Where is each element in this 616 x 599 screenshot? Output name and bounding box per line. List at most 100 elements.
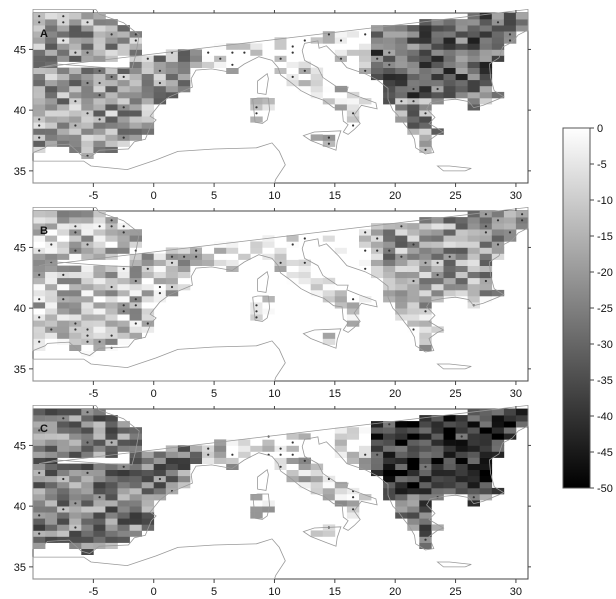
grid-cell: [407, 439, 420, 446]
grid-cell: [69, 481, 82, 489]
grid-cell: [407, 116, 420, 123]
grid-cell: [129, 79, 142, 87]
significance-dot: [134, 279, 137, 283]
significance-dot: [352, 508, 355, 511]
grid-cell: [383, 277, 396, 285]
grid-cell: [359, 37, 372, 44]
grid-cell: [250, 494, 263, 501]
grid-cell: [455, 445, 468, 452]
grid-cell: [117, 277, 130, 285]
grid-cell: [45, 223, 58, 230]
grid-cell: [479, 85, 493, 93]
grid-cell: [33, 326, 46, 333]
grid-cell: [250, 500, 263, 507]
grid-cell: [129, 259, 142, 266]
grid-cell: [455, 265, 468, 272]
grid-cell: [274, 247, 287, 254]
grid-cell: [129, 104, 142, 111]
grid-cell: [93, 277, 106, 285]
colorbar-tick-label: 0: [597, 123, 603, 135]
grid-cell: [129, 530, 142, 537]
grid-cell: [45, 494, 58, 501]
panel-a-label: A: [40, 28, 48, 40]
grid-cell: [419, 283, 432, 291]
grid-cell: [455, 25, 468, 32]
grid-cell: [455, 247, 468, 254]
significance-dot: [508, 39, 512, 42]
grid-cell: [141, 494, 155, 501]
grid-cell: [322, 283, 336, 291]
panel-b: B -5 0 5 10 15 20 25 30 35 40 45: [14, 206, 531, 400]
significance-dot: [62, 39, 65, 42]
grid-cell: [395, 463, 408, 470]
coastline: [257, 469, 269, 491]
significance-dot: [110, 33, 113, 36]
grid-cell: [431, 463, 444, 470]
grid-cell: [346, 433, 360, 440]
grid-cell: [359, 463, 372, 470]
grid-cell: [334, 481, 348, 489]
panel-b-coastline: [32, 206, 529, 382]
grid-cell: [93, 73, 106, 81]
grid-cell: [467, 49, 480, 56]
grid-cell: [93, 427, 106, 434]
significance-dot: [255, 310, 258, 313]
grid-cell: [177, 85, 191, 93]
grid-cell: [69, 73, 82, 81]
grid-cell: [57, 235, 70, 242]
grid-cell: [407, 223, 420, 230]
grid-cell: [407, 73, 420, 81]
grid-cell: [93, 241, 106, 248]
grid-cell: [33, 283, 46, 291]
grid-cell: [45, 265, 58, 272]
grid-cell: [346, 518, 360, 525]
significance-dot: [412, 328, 415, 331]
grid-cell: [214, 457, 227, 464]
grid-cell: [141, 116, 155, 123]
x-tick-label: -5: [88, 190, 98, 202]
significance-dot: [327, 477, 330, 481]
significance-dot: [74, 322, 77, 325]
colorbar-tick-label: -25: [597, 303, 613, 315]
x-tick-label: 10: [268, 388, 280, 400]
significance-dot: [62, 477, 65, 481]
grid-cell: [383, 451, 396, 458]
grid-cell: [346, 457, 360, 464]
grid-cell: [45, 91, 58, 99]
grid-cell: [467, 433, 480, 440]
grid-cell: [515, 415, 529, 422]
coastline: [257, 271, 269, 293]
grid-cell: [262, 104, 275, 111]
grid-cell: [431, 289, 444, 297]
grid-cell: [93, 536, 106, 543]
grid-cell: [419, 217, 432, 224]
grid-cell: [407, 104, 420, 111]
grid-cell: [93, 43, 106, 50]
grid-cell: [45, 506, 58, 513]
significance-dot: [496, 219, 500, 222]
grid-cell: [93, 247, 106, 254]
grid-cell: [57, 469, 70, 477]
grid-cell: [214, 259, 227, 266]
grid-cell: [129, 326, 142, 333]
grid-cell: [346, 91, 360, 99]
grid-cell: [129, 265, 142, 272]
grid-cell: [310, 271, 324, 279]
grid-cell: [455, 439, 468, 446]
significance-dot: [74, 502, 77, 505]
significance-dot: [74, 225, 77, 228]
x-tick-label: 10: [268, 190, 280, 202]
grid-cell: [129, 308, 142, 315]
grid-cell: [431, 326, 444, 333]
significance-dot: [62, 273, 65, 276]
grid-cell: [45, 530, 58, 537]
grid-cell: [153, 457, 167, 464]
grid-cell: [177, 445, 191, 452]
grid-cell: [334, 433, 348, 440]
grid-cell: [129, 134, 142, 141]
significance-dot: [38, 532, 41, 535]
grid-cell: [117, 421, 130, 428]
grid-cell: [322, 289, 336, 297]
grid-cell: [57, 229, 70, 236]
grid-cell: [322, 487, 336, 495]
